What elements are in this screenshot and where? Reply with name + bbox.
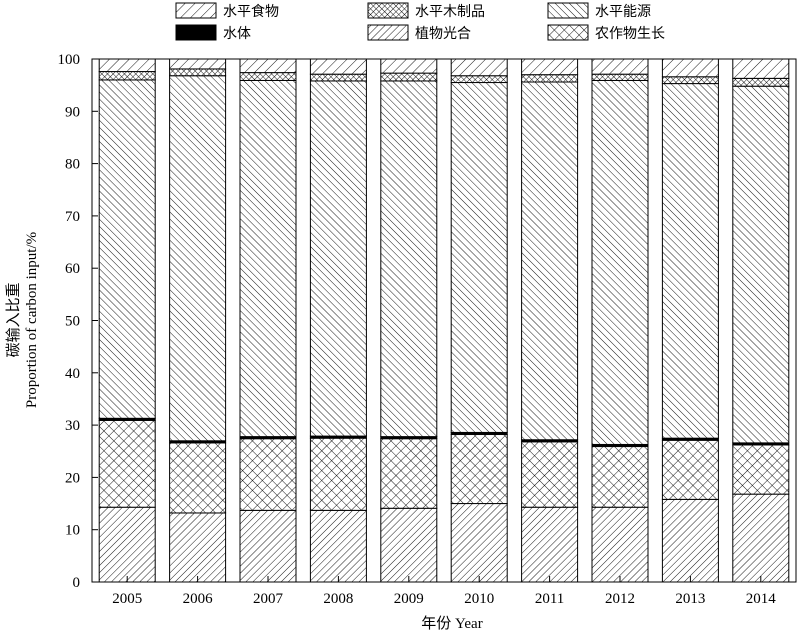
bar-segment-2012-0 (591, 506, 649, 583)
bar-segment-2008-5 (309, 58, 367, 75)
y-tick-label: 100 (58, 52, 81, 68)
bar-segment-2012-1 (591, 446, 649, 508)
bar-segment-2005-0 (98, 506, 156, 583)
y-tick-label: 0 (73, 575, 81, 591)
bar-segment-2010-4 (450, 75, 508, 84)
y-tick-label: 50 (65, 314, 80, 330)
legend-label-5: 农作物生长 (595, 26, 665, 42)
bar-segment-2009-1 (380, 438, 438, 509)
x-tick-label-2005: 2005 (112, 591, 142, 607)
bars-layer (98, 58, 790, 583)
y-tick-label: 40 (65, 366, 80, 382)
y-tick-label: 30 (65, 418, 80, 434)
bar-segment-2010-0 (450, 503, 508, 583)
bar-segment-2009-0 (380, 507, 438, 583)
legend-swatch-0 (175, 2, 217, 19)
x-tick-label-2010: 2010 (464, 591, 494, 607)
bar-segment-2007-1 (239, 438, 297, 511)
legend-label-3: 水体 (223, 26, 251, 42)
x-tick-label-2014: 2014 (746, 591, 777, 607)
bar-segment-2006-4 (169, 68, 227, 77)
legend-swatch-2 (547, 2, 589, 19)
bar-segment-2014-5 (732, 58, 790, 79)
bar-segment-2014-0 (732, 493, 790, 583)
bar-segment-2013-1 (661, 439, 719, 500)
x-tick-label-2006: 2006 (183, 591, 214, 607)
bar-segment-2010-1 (450, 434, 508, 505)
x-tick-label-2012: 2012 (605, 591, 635, 607)
bar-segment-2013-3 (661, 83, 719, 439)
bar-segment-2008-1 (309, 437, 367, 511)
bar-segment-2009-5 (380, 58, 438, 74)
legend-label-0: 水平食物 (223, 3, 279, 20)
bar-segment-2011-3 (521, 81, 579, 441)
bar-segment-2012-5 (591, 58, 649, 75)
axes-layer: 0 10 20 30 40 50 60 70 80 90 100 2005 2006 2007 2008 20… (58, 52, 797, 607)
y-tick-label: 90 (65, 104, 80, 120)
legend-label-2: 水平能源 (595, 4, 651, 20)
bar-segment-2011-1 (521, 441, 579, 508)
y-tick-label: 60 (65, 261, 80, 277)
bar-segment-2005-1 (98, 419, 156, 508)
bar-segment-2008-4 (309, 73, 367, 82)
bar-segment-2012-4 (591, 73, 649, 81)
y-tick-label: 10 (65, 523, 80, 539)
bar-segment-2007-4 (239, 72, 297, 81)
bar-segment-2006-1 (169, 442, 227, 514)
legend-label-4: 植物光合 (415, 26, 471, 42)
x-axis-title: 年份 Year (421, 615, 482, 632)
bar-segment-2013-4 (661, 76, 719, 85)
y-tick-label: 20 (65, 470, 80, 486)
bar-segment-2006-3 (169, 75, 227, 442)
bar-segment-2007-0 (239, 509, 297, 583)
y-axis-title-en: Proportion of carbon input/% (24, 232, 40, 408)
x-tick-label-2013: 2013 (675, 591, 705, 607)
bar-segment-2006-5 (169, 58, 227, 70)
bar-segment-2009-3 (380, 80, 438, 438)
x-tick-label-2007: 2007 (253, 591, 284, 607)
x-tick-label-2009: 2009 (394, 591, 424, 607)
bar-segment-2005-5 (98, 58, 156, 73)
bar-segment-2010-3 (450, 82, 508, 433)
bar-segment-2011-5 (521, 58, 579, 76)
legend-swatch-3 (175, 24, 217, 41)
bar-segment-2011-4 (521, 74, 579, 83)
bar-segment-2008-3 (309, 80, 367, 437)
bar-segment-2005-4 (98, 71, 156, 81)
bar-segment-2012-3 (591, 79, 649, 445)
y-tick-label: 80 (65, 157, 80, 173)
x-tick-label-2011: 2011 (535, 591, 564, 607)
bar-segment-2011-0 (521, 506, 579, 583)
bar-segment-2014-1 (732, 444, 790, 495)
bar-segment-2010-5 (450, 58, 508, 77)
y-axis-title-cn: 碳输入比重 (5, 282, 22, 357)
bar-segment-2013-5 (661, 58, 719, 78)
bar-segment-2007-5 (239, 58, 297, 74)
legend-label-1: 水平木制品 (415, 4, 485, 20)
x-tick-label-2008: 2008 (323, 591, 353, 607)
bar-segment-2008-0 (309, 509, 367, 583)
bar-segment-2006-0 (169, 512, 227, 583)
bar-segment-2014-3 (732, 85, 790, 444)
bar-segment-2009-4 (380, 72, 438, 82)
bar-segment-2014-4 (732, 77, 790, 87)
bar-segment-2007-3 (239, 79, 297, 438)
y-tick-label: 70 (65, 209, 80, 225)
bar-segment-2005-3 (98, 79, 156, 419)
legend-swatch-4 (367, 24, 409, 41)
legend-swatch-1 (367, 2, 409, 19)
legend-swatch-5 (547, 24, 589, 41)
bar-segment-2013-0 (661, 498, 719, 583)
